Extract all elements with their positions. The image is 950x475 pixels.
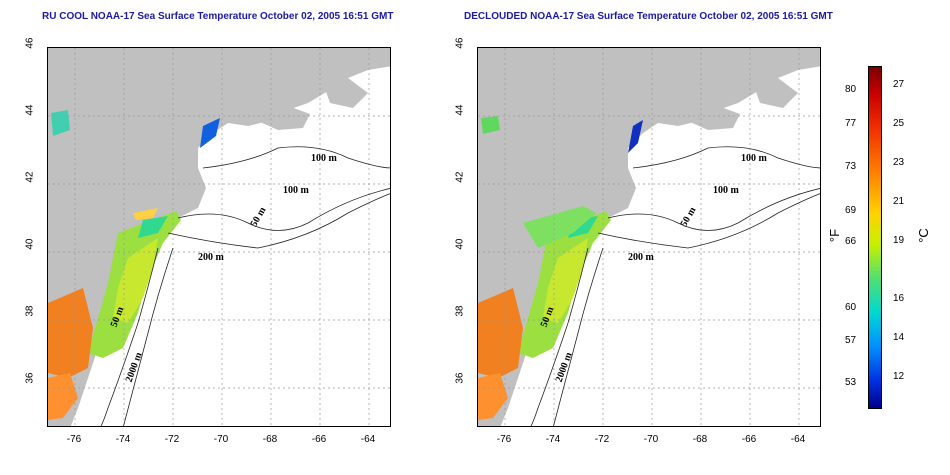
x-tick-label: -72 [594,434,610,445]
y-tick-label: 46 [24,37,36,49]
fahrenheit-unit-label: °F [827,228,843,243]
fahrenheit-tick: 69 [845,205,857,216]
y-tick-label: 42 [24,171,36,183]
y-tick-label: 36 [454,372,466,384]
temperature-colorbar [868,66,882,409]
x-tick-label: -70 [213,434,229,445]
left-sst-map: 100 m 100 m 50 m 200 m 50 m 2000 m [47,47,391,427]
contour-label: 50 m [679,205,699,229]
y-tick-label: 44 [24,104,36,116]
fahrenheit-tick: 53 [845,377,857,388]
x-tick-label: -64 [790,434,806,445]
fahrenheit-tick: 57 [845,335,857,346]
x-tick-label: -68 [692,434,708,445]
contour-label: 100 m [283,185,310,196]
contour-label: 50 m [249,205,269,229]
celsius-tick: 23 [893,157,905,168]
right-map-graphic: 100 m 100 m 50 m 200 m 50 m 2000 m [478,48,820,426]
right-sst-map: 100 m 100 m 50 m 200 m 50 m 2000 m [477,47,821,427]
fahrenheit-tick: 73 [845,161,857,172]
x-tick-label: -64 [360,434,376,445]
celsius-tick: 14 [893,332,905,343]
y-tick-label: 36 [24,372,36,384]
x-tick-label: -72 [164,434,180,445]
fahrenheit-tick: 77 [845,118,857,129]
celsius-unit-label: °C [915,228,931,243]
celsius-tick: 16 [893,293,905,304]
left-panel-title: RU COOL NOAA-17 Sea Surface Temperature … [42,11,394,22]
right-panel-title: DECLOUDED NOAA-17 Sea Surface Temperatur… [464,11,833,22]
x-tick-label: -74 [115,434,131,445]
x-tick-label: -76 [66,434,82,445]
contour-label: 100 m [713,185,740,196]
celsius-tick: 27 [893,79,905,90]
x-tick-label: -66 [311,434,327,445]
x-tick-label: -68 [262,434,278,445]
contour-label: 100 m [741,153,768,164]
celsius-tick: 19 [893,235,905,246]
x-tick-label: -76 [496,434,512,445]
celsius-tick: 21 [893,196,905,207]
fahrenheit-tick: 80 [845,84,857,95]
celsius-tick: 25 [893,118,905,129]
x-tick-label: -66 [741,434,757,445]
fahrenheit-tick: 60 [845,302,857,313]
contour-label: 200 m [628,252,655,263]
fahrenheit-tick: 66 [845,236,857,247]
y-tick-label: 38 [454,305,466,317]
y-tick-label: 42 [454,171,466,183]
celsius-tick: 12 [893,371,905,382]
y-tick-label: 40 [24,238,36,250]
y-tick-label: 44 [454,104,466,116]
x-tick-label: -70 [643,434,659,445]
left-map-graphic: 100 m 100 m 50 m 200 m 50 m 2000 m [48,48,390,426]
contour-label: 200 m [198,252,225,263]
x-tick-label: -74 [545,434,561,445]
y-tick-label: 40 [454,238,466,250]
y-tick-label: 38 [24,305,36,317]
contour-label: 100 m [311,153,338,164]
y-tick-label: 46 [454,37,466,49]
